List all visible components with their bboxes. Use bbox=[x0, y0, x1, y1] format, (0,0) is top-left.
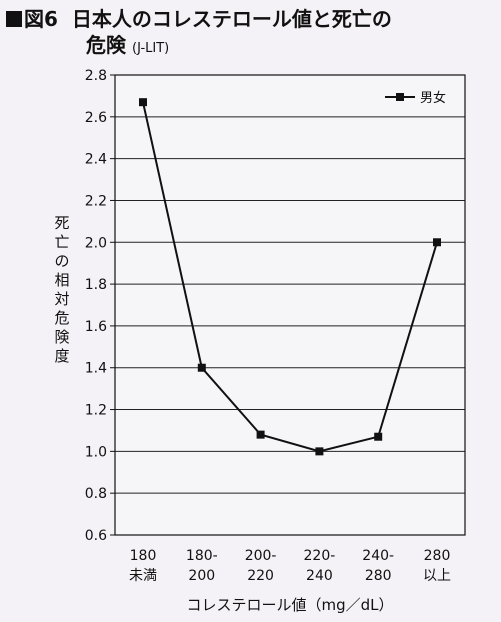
x-tick-label-line2: 240 bbox=[306, 568, 333, 584]
data-point bbox=[256, 430, 265, 439]
legend-label: 男女 bbox=[420, 90, 446, 106]
x-tick-label: 180- bbox=[186, 548, 218, 564]
y-tick-label: 1.8 bbox=[85, 277, 107, 293]
square-bullet-icon bbox=[6, 11, 22, 27]
y-tick-label: 1.6 bbox=[85, 319, 107, 335]
data-point bbox=[139, 98, 147, 107]
y-tick-label: 2.6 bbox=[85, 110, 107, 126]
y-axis-label-char: 対 bbox=[54, 290, 69, 308]
y-axis-label-char: 危 bbox=[54, 309, 69, 327]
x-tick-label: 200- bbox=[245, 548, 277, 564]
x-tick-label-line2: 220 bbox=[247, 568, 274, 584]
x-tick-label: 180 bbox=[130, 548, 157, 564]
y-tick-label: 2.8 bbox=[85, 68, 107, 84]
y-tick-label: 1.0 bbox=[85, 444, 107, 460]
data-point bbox=[197, 363, 206, 372]
figure-header: 図6 日本人のコレステロール値と死亡の 危険 (J-LIT) bbox=[6, 6, 496, 62]
y-axis-label-char: 死 bbox=[54, 214, 69, 232]
x-tick-label-line2: 以上 bbox=[423, 568, 451, 584]
data-point bbox=[433, 238, 441, 247]
figure-title-line1: 図6 日本人のコレステロール値と死亡の bbox=[6, 6, 496, 32]
legend-marker bbox=[396, 93, 404, 101]
y-axis-label-char: 険 bbox=[54, 328, 69, 346]
y-tick-label: 0.8 bbox=[85, 486, 107, 502]
x-tick-label-line2: 未満 bbox=[129, 568, 157, 584]
y-tick-label: 1.4 bbox=[85, 361, 107, 377]
x-axis-label: コレステロール値（mg／dL） bbox=[186, 596, 393, 614]
figure-title-continued: 危険 bbox=[86, 33, 126, 57]
plot-frame bbox=[114, 74, 466, 536]
figure-label: 図6 bbox=[24, 7, 58, 31]
y-tick-label: 0.6 bbox=[85, 528, 107, 544]
y-axis-label-char: 度 bbox=[54, 347, 69, 365]
y-tick-label: 1.2 bbox=[85, 403, 107, 419]
y-tick-label: 2.2 bbox=[85, 193, 107, 209]
figure-title-line2: 危険 (J-LIT) bbox=[6, 32, 496, 62]
x-tick-label: 240- bbox=[362, 548, 394, 564]
y-axis-label-char: の bbox=[54, 252, 69, 270]
plot-area bbox=[115, 75, 465, 535]
data-point bbox=[374, 432, 383, 441]
figure-title: 日本人のコレステロール値と死亡の bbox=[71, 7, 392, 31]
data-point bbox=[315, 447, 324, 456]
x-tick-label: 280 bbox=[424, 548, 451, 564]
y-tick-label: 2.4 bbox=[85, 152, 107, 168]
y-axis-label-char: 相 bbox=[54, 271, 69, 289]
x-tick-label-line2: 200 bbox=[188, 568, 215, 584]
y-axis-label-char: 亡 bbox=[54, 233, 69, 251]
x-tick-label: 220- bbox=[304, 548, 336, 564]
x-tick-label-line2: 280 bbox=[365, 568, 392, 584]
figure-source: (J-LIT) bbox=[132, 41, 170, 56]
y-tick-label: 2.0 bbox=[85, 235, 107, 251]
series-line bbox=[142, 101, 438, 453]
